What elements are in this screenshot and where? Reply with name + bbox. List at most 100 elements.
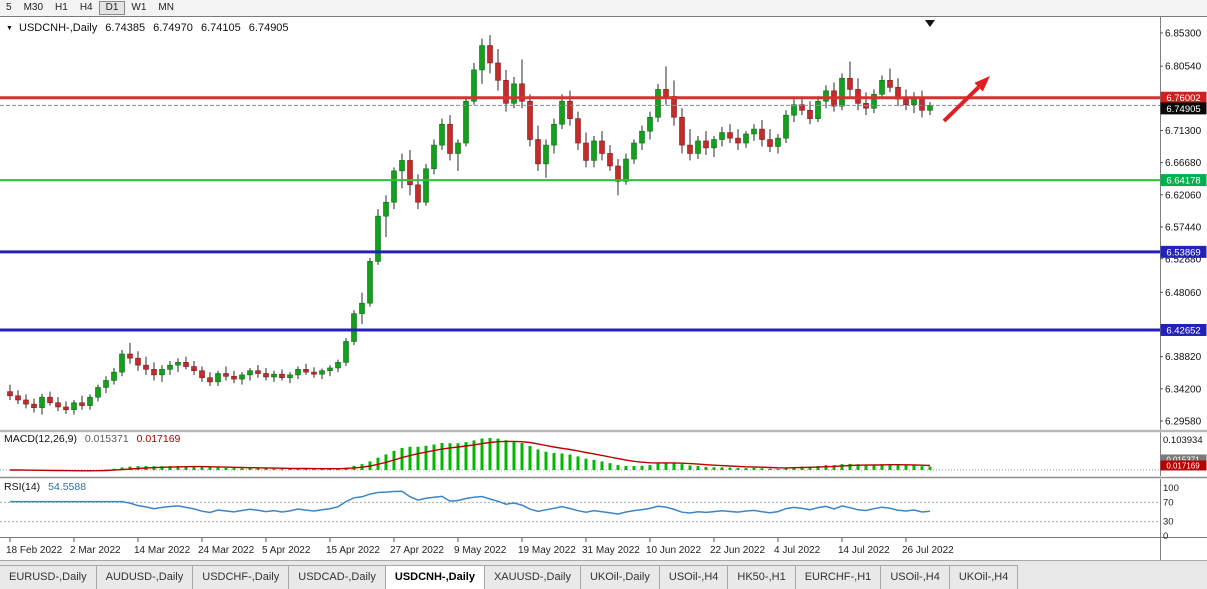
macd-histogram-bar xyxy=(625,466,628,470)
chart-title-marker-icon: ▼ xyxy=(6,25,13,32)
symbol-tab[interactable]: USDCNH-,Daily xyxy=(385,565,485,589)
price-axis-label: 6.57440 xyxy=(1165,223,1202,234)
price-axis-label: 6.71300 xyxy=(1165,126,1202,137)
chart-symbol-period: USDCNH-,Daily xyxy=(19,22,97,34)
candle-bear xyxy=(32,404,37,407)
candle-bull xyxy=(632,143,637,159)
symbol-tab[interactable]: HK50-,H1 xyxy=(727,565,795,589)
rsi-value: 54.5588 xyxy=(48,481,86,493)
candle-bear xyxy=(680,117,685,145)
candle-bull xyxy=(352,314,357,342)
candle-bull xyxy=(96,387,101,397)
candle-bull xyxy=(336,362,341,368)
timeframe-button-d1[interactable]: D1 xyxy=(99,1,126,15)
candle-bear xyxy=(616,166,621,181)
candle-bull xyxy=(592,141,597,160)
candle-bull xyxy=(248,371,253,375)
candle-bull xyxy=(104,380,109,387)
date-label: 31 May 2022 xyxy=(582,545,640,556)
candle-bear xyxy=(584,143,589,160)
timeframe-button-h4[interactable]: H4 xyxy=(74,1,99,15)
candle-bull xyxy=(712,140,717,148)
symbol-tab[interactable]: USOil-,H4 xyxy=(880,565,950,589)
candle-bear xyxy=(144,365,149,369)
candle-bull xyxy=(120,354,125,372)
ohlc-close: 6.74905 xyxy=(249,22,289,34)
candle-bear xyxy=(808,110,813,118)
macd-label: MACD(12,26,9) 0.015371 0.017169 xyxy=(4,433,180,445)
price-axis-label: 6.80540 xyxy=(1165,62,1202,73)
macd-histogram-bar xyxy=(641,466,644,470)
candle-bull xyxy=(72,403,77,410)
candle-bull xyxy=(784,115,789,138)
candle-bull xyxy=(328,368,333,371)
macd-histogram-bar xyxy=(753,468,756,470)
rsi-level-label: 100 xyxy=(1163,483,1179,494)
timeframe-button-h1[interactable]: H1 xyxy=(49,1,74,15)
candle-bull xyxy=(176,362,181,365)
macd-histogram-bar xyxy=(241,468,244,470)
candle-bull xyxy=(624,159,629,181)
symbol-tab[interactable]: XAUUSD-,Daily xyxy=(484,565,581,589)
candle-bear xyxy=(488,46,493,63)
macd-signal-value: 0.017169 xyxy=(137,433,181,445)
candle-bear xyxy=(256,371,261,374)
price-axis-label: 6.48060 xyxy=(1165,288,1202,299)
macd-histogram-bar xyxy=(673,463,676,470)
candle-bear xyxy=(16,396,21,400)
candle-bear xyxy=(224,374,229,377)
candle-bear xyxy=(920,98,925,111)
symbol-tab[interactable]: UKOil-,H4 xyxy=(949,565,1019,589)
candle-bull xyxy=(88,397,93,405)
ohlc-low: 6.74105 xyxy=(201,22,241,34)
candle-bull xyxy=(168,365,173,369)
symbol-tab[interactable]: USDCAD-,Daily xyxy=(288,565,386,589)
symbol-tab[interactable]: EURCHF-,H1 xyxy=(795,565,882,589)
symbol-tab[interactable]: AUDUSD-,Daily xyxy=(96,565,194,589)
symbol-tab[interactable]: USDCHF-,Daily xyxy=(192,565,289,589)
timeframe-button-mn[interactable]: MN xyxy=(152,1,180,15)
symbol-tab[interactable]: USOil-,H4 xyxy=(659,565,729,589)
price-tag-text: 6.74905 xyxy=(1166,104,1200,115)
symbol-tab[interactable]: UKOil-,Daily xyxy=(580,565,660,589)
macd-histogram-bar xyxy=(273,469,276,470)
macd-histogram-bar xyxy=(609,463,612,470)
date-label: 26 Jul 2022 xyxy=(902,545,954,556)
candle-bear xyxy=(184,362,189,366)
macd-histogram-bar xyxy=(217,468,220,470)
macd-histogram-bar xyxy=(713,467,716,470)
candle-bear xyxy=(8,392,13,396)
candle-bear xyxy=(152,369,157,375)
candle-bear xyxy=(576,119,581,143)
rsi-name: RSI(14) xyxy=(4,481,40,493)
price-tag-text: 6.53869 xyxy=(1166,247,1200,258)
price-axis-label: 6.62060 xyxy=(1165,190,1202,201)
candle-bull xyxy=(840,78,845,106)
macd-histogram-bar xyxy=(689,465,692,470)
timeframe-button-5[interactable]: 5 xyxy=(0,1,18,15)
candle-bear xyxy=(208,378,213,382)
candle-bear xyxy=(760,129,765,139)
candle-bull xyxy=(648,117,653,131)
candle-bear xyxy=(504,80,509,103)
candle-bull xyxy=(216,374,221,382)
candle-bull xyxy=(824,91,829,101)
date-label: 10 Jun 2022 xyxy=(646,545,701,556)
timeframe-button-w1[interactable]: W1 xyxy=(125,1,152,15)
candle-bull xyxy=(320,371,325,374)
macd-histogram-bar xyxy=(545,452,548,470)
macd-histogram-bar xyxy=(409,447,412,470)
candle-bull xyxy=(296,369,301,375)
candle-bull xyxy=(440,124,445,145)
candle-bear xyxy=(568,101,573,118)
candle-bear xyxy=(48,397,53,403)
timeframe-button-m30[interactable]: M30 xyxy=(18,1,49,15)
macd-histogram-bar xyxy=(225,468,228,470)
macd-histogram-bar xyxy=(841,464,844,470)
date-label: 18 Feb 2022 xyxy=(6,545,63,556)
candle-bull xyxy=(344,341,349,362)
macd-histogram-bar xyxy=(529,446,532,470)
symbol-tab[interactable]: EURUSD-,Daily xyxy=(0,565,97,589)
